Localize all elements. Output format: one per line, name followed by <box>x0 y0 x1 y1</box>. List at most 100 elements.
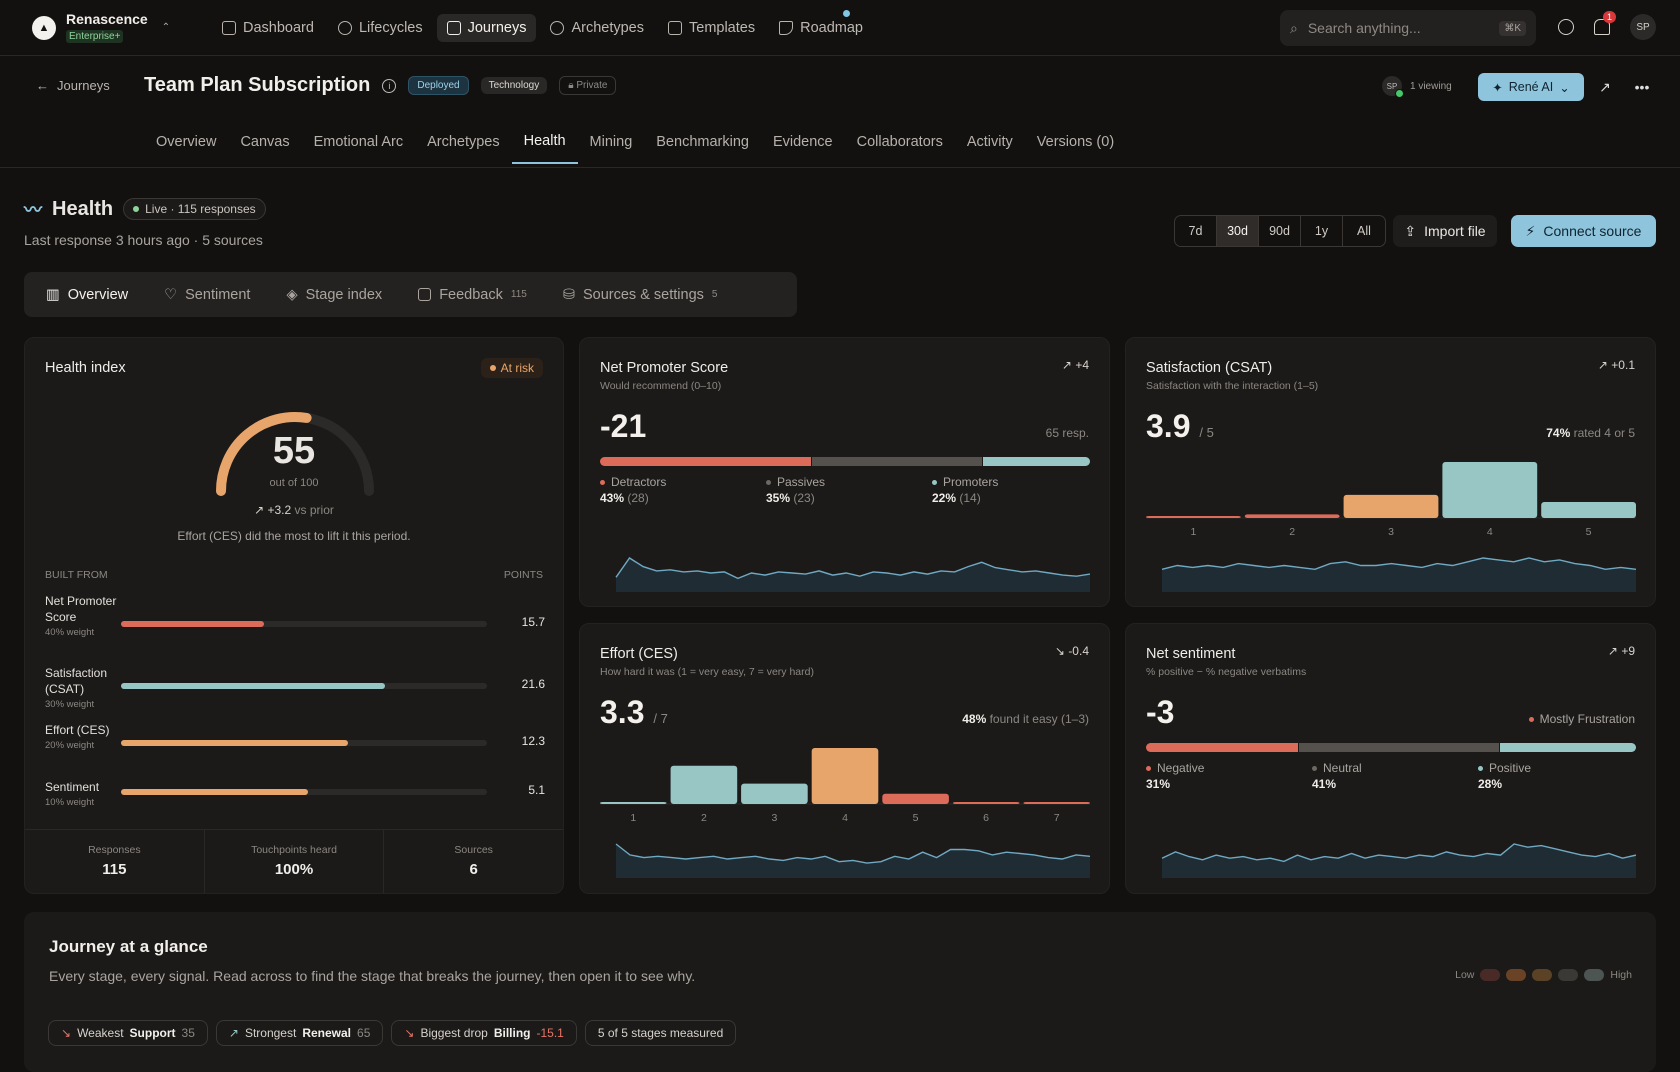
back-link[interactable]: ← Journeys <box>36 78 110 93</box>
tick-label: 3 <box>1388 526 1394 538</box>
range-90d[interactable]: 90d <box>1259 216 1301 246</box>
row-points: 15.7 <box>521 615 545 629</box>
ces-scale: / 7 <box>653 711 668 726</box>
nav-dashboard[interactable]: Dashboard <box>212 14 324 42</box>
legend-count: (28) <box>627 491 649 505</box>
csat-value: 3.9 / 5 <box>1146 408 1214 445</box>
route-icon <box>446 20 461 35</box>
bar-3 <box>741 783 808 804</box>
bar-3 <box>1343 494 1439 518</box>
tab-evidence[interactable]: Evidence <box>772 134 833 150</box>
legend-detractors: Detractors 43% (28) <box>600 475 766 505</box>
avatar[interactable]: SP <box>1630 14 1656 40</box>
tab-emotional-arc[interactable]: Emotional Arc <box>313 134 404 150</box>
row-track <box>121 683 487 689</box>
section-sentiment[interactable]: ♡ Sentiment <box>150 272 264 317</box>
bar-6 <box>952 802 1020 804</box>
scale-swatch <box>1506 969 1527 981</box>
user-circle-icon <box>550 20 565 35</box>
workspace-switcher[interactable]: ▲ Renascence Enterprise+ ⌃ <box>32 12 192 43</box>
nav-roadmap[interactable]: Roadmap <box>769 14 873 42</box>
health-index-card: Health index At risk 55 out of 100 ↗ +3.… <box>24 337 564 894</box>
tab-activity[interactable]: Activity <box>966 134 1013 150</box>
range-30d[interactable]: 30d <box>1217 216 1259 246</box>
section-overview[interactable]: ▥ Overview <box>32 272 142 317</box>
tab-mining[interactable]: Mining <box>589 134 633 150</box>
legend-dot <box>766 480 771 486</box>
upload-icon: ⇪ <box>1404 222 1417 239</box>
nav-archetypes[interactable]: Archetypes <box>540 14 654 42</box>
ces-card: Effort (CES) How hard it was (1 = very e… <box>579 623 1110 894</box>
csat-score: 3.9 <box>1146 408 1191 444</box>
section-stage-index[interactable]: ◈ Stage index <box>272 272 396 317</box>
range-7d[interactable]: 7d <box>1175 216 1217 246</box>
delta-suffix: vs prior <box>294 503 334 517</box>
row-weight: 10% weight <box>45 797 95 808</box>
nav-journeys[interactable]: Journeys <box>436 13 537 42</box>
nav-label: Lifecycles <box>358 19 423 36</box>
range-all[interactable]: All <box>1357 224 1371 238</box>
legend-passives: Passives 35% (23) <box>766 475 932 505</box>
built-row-csat: Satisfaction (CSAT) 30% weight 21.6 <box>45 665 545 710</box>
live-badge: Live · 115 responses <box>123 198 266 220</box>
health-note: Effort (CES) did the most to lift it thi… <box>177 529 411 543</box>
biggest-drop-chip[interactable]: ↘ Biggest drop Billing -15.1 <box>391 1020 577 1046</box>
chip-label: Weakest <box>77 1026 124 1040</box>
trend-down-icon: ↘ <box>61 1026 72 1040</box>
nav-templates[interactable]: Templates <box>658 14 765 42</box>
sentiment-legend: Negative 31% Neutral 41% Positive 28% <box>1146 761 1644 791</box>
search-input[interactable]: ⌕ Search anything... ⌘K <box>1280 10 1536 46</box>
chip-stage: Renewal <box>302 1026 352 1040</box>
row-track <box>121 621 487 627</box>
health-header: 〰 Health Live · 115 responses Last respo… <box>24 196 266 248</box>
connect-source-button[interactable]: ⚡︎ Connect source <box>1511 215 1656 247</box>
legend-dot <box>1146 766 1151 772</box>
tab-benchmarking[interactable]: Benchmarking <box>656 134 749 150</box>
range-1y[interactable]: 1y <box>1301 216 1343 246</box>
legend-pct: 41% <box>1312 777 1337 791</box>
tick-label: 3 <box>771 812 777 824</box>
chip-value: 35 <box>181 1026 195 1040</box>
tab-versions[interactable]: Versions (0) <box>1036 134 1115 150</box>
moon-icon[interactable] <box>1558 19 1574 35</box>
neutral-segment <box>1297 743 1499 752</box>
legend-pct: 31% <box>1146 777 1171 791</box>
import-file-button[interactable]: ⇪ Import file <box>1393 215 1497 247</box>
section-feedback[interactable]: Feedback 115 <box>404 272 541 317</box>
section-sources-settings[interactable]: ⛁ Sources & settings 5 <box>549 272 732 317</box>
row-track <box>121 789 487 795</box>
info-icon[interactable]: i <box>382 78 397 93</box>
nav-label: Templates <box>689 19 756 36</box>
tab-health[interactable]: Health <box>511 120 578 164</box>
net-sentiment-card: Net sentiment % positive − % negative ve… <box>1125 623 1656 894</box>
sources-count: 5 <box>711 289 718 300</box>
chip-stage: Support <box>129 1026 176 1040</box>
chip-label: Biggest drop <box>420 1026 488 1040</box>
risk-badge: At risk <box>480 358 543 378</box>
journey-at-a-glance-card: Journey at a glance Every stage, every s… <box>24 912 1656 1072</box>
share-button[interactable]: ↗ <box>1591 73 1619 101</box>
mood-label: Mostly Frustration <box>1528 712 1635 726</box>
tab-overview[interactable]: Overview <box>156 134 217 150</box>
weakest-stage-chip[interactable]: ↘ Weakest Support 35 <box>48 1020 208 1046</box>
tab-collaborators[interactable]: Collaborators <box>856 134 943 150</box>
strongest-stage-chip[interactable]: ↗ Strongest Renewal 65 <box>215 1020 384 1046</box>
legend-pct: 43% <box>600 491 625 505</box>
nav-label: Dashboard <box>243 19 314 36</box>
tab-archetypes[interactable]: Archetypes <box>427 134 500 150</box>
nav-lifecycles[interactable]: Lifecycles <box>328 14 433 42</box>
scale-low-label: Low <box>1455 969 1475 981</box>
csat-rated: 74% rated 4 or 5 <box>1546 426 1635 440</box>
card-title: Health index <box>45 360 126 376</box>
ces-distribution-chart: 1 2 3 4 5 6 7 <box>600 748 1090 824</box>
more-button[interactable]: ••• <box>1628 73 1656 101</box>
chip-label: Strongest <box>244 1026 297 1040</box>
csat-card: Satisfaction (CSAT) Satisfaction with th… <box>1125 337 1656 607</box>
heart-icon: ♡ <box>164 286 178 303</box>
csat-scale: / 5 <box>1199 425 1214 440</box>
card-subtitle: Satisfaction with the interaction (1–5) <box>1146 380 1319 392</box>
message-icon <box>418 288 432 301</box>
tab-canvas[interactable]: Canvas <box>240 134 290 150</box>
bell-icon[interactable]: 1 <box>1594 11 1617 35</box>
ai-assistant-button[interactable]: ✦ René AI ⌄ <box>1478 73 1584 101</box>
